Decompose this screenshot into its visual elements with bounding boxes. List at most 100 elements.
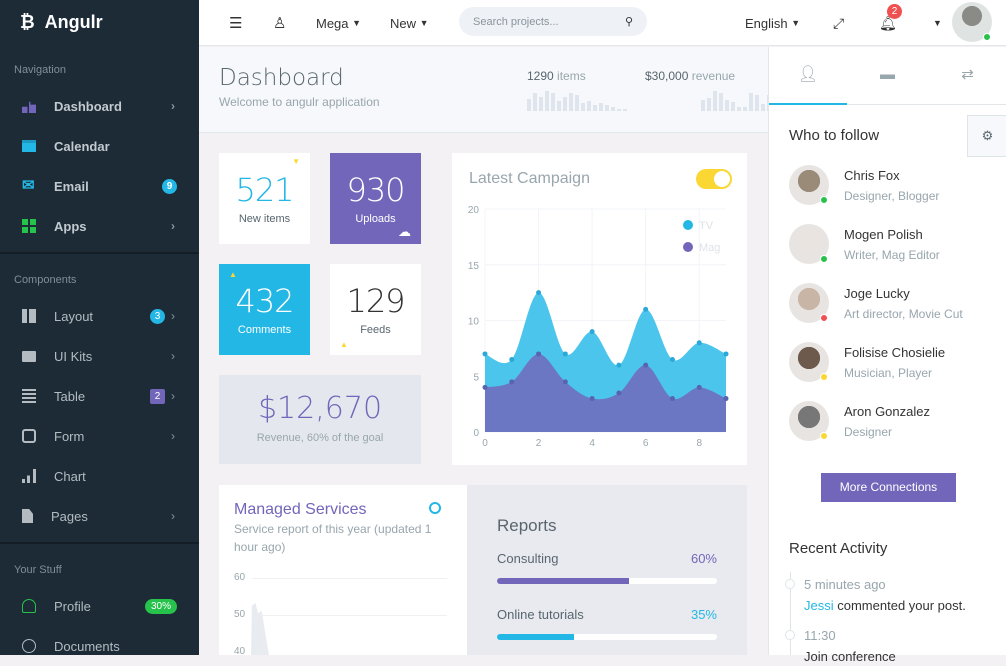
- cloud-upload-icon: ☁: [398, 224, 411, 239]
- profile-badge: 30%: [145, 598, 177, 614]
- spark-bar: [539, 97, 543, 111]
- fullscreen-icon[interactable]: ⤢: [833, 14, 845, 31]
- notification-badge: 2: [887, 4, 902, 19]
- sidebar-item-calendar[interactable]: Calendar: [0, 126, 199, 166]
- avatar[interactable]: [789, 401, 829, 441]
- person-role: Writer, Mag Editor: [844, 247, 940, 262]
- spark-bar: [761, 104, 765, 111]
- briefcase-icon: [22, 350, 36, 362]
- settings-gear-icon[interactable]: ⚙: [967, 115, 1006, 157]
- tile-feeds[interactable]: 129 Feeds ▲: [330, 264, 421, 355]
- tile-new-items[interactable]: ▼ 521 New items: [219, 153, 310, 244]
- who-to-follow-title: Who to follow: [789, 127, 880, 144]
- sidebar: ₿ Angulr Navigation Dashboard › Calendar ✉…: [0, 0, 199, 655]
- follow-item[interactable]: Folisise Chosielie Musician, Player: [789, 342, 945, 382]
- spark-bar: [599, 103, 603, 111]
- sidebar-item-apps[interactable]: Apps ›: [0, 206, 199, 246]
- data-point: [562, 351, 568, 357]
- user-avatar[interactable]: [952, 2, 992, 42]
- campaign-card: Latest Campaign 0 5 10 15 20 0 2 4 6 8 TV Mag: [452, 153, 747, 465]
- sidebar-item-profile[interactable]: Profile 30%: [0, 586, 199, 626]
- tab-chat-icon[interactable]: ▬: [880, 66, 895, 83]
- sidebar-item-layout[interactable]: Layout 3 ›: [0, 296, 199, 336]
- dashboard-icon: [22, 101, 36, 113]
- person-name[interactable]: Chris Fox: [844, 167, 900, 183]
- tab-users-icon[interactable]: 👤︎: [769, 47, 847, 105]
- person-name[interactable]: Joge Lucky: [844, 285, 910, 301]
- data-point: [669, 357, 675, 363]
- x-tick-label: 4: [589, 438, 595, 449]
- activity-user-link[interactable]: Jessi: [804, 598, 834, 613]
- bell-icon[interactable]: 🔔︎ 2: [879, 0, 902, 46]
- sidebar-item-form[interactable]: Form ›: [0, 416, 199, 456]
- page-subtitle: Welcome to angulr application: [219, 95, 380, 109]
- items-sparkline: [527, 91, 627, 111]
- follow-item[interactable]: Mogen Polish Writer, Mag Editor: [789, 224, 940, 264]
- data-point: [643, 362, 649, 368]
- spark-bar: [545, 91, 549, 111]
- progress-fill: [497, 578, 629, 584]
- circle-icon[interactable]: [429, 502, 441, 514]
- data-point: [536, 351, 542, 357]
- y-tick-label: 20: [468, 205, 480, 216]
- area-mag: [485, 353, 726, 432]
- sidebar-item-table[interactable]: Table 2 ›: [0, 376, 199, 416]
- sidebar-item-pages[interactable]: Pages ›: [0, 496, 199, 536]
- sidebar-item-dashboard[interactable]: Dashboard ›: [0, 86, 199, 126]
- sidebar-item-chart[interactable]: Chart: [0, 456, 199, 496]
- services-area: [251, 603, 269, 655]
- tab-transfer-icon[interactable]: ⇄: [961, 66, 974, 83]
- layout-badge: 3: [150, 308, 165, 324]
- avatar[interactable]: [789, 165, 829, 205]
- status-dot: [820, 196, 828, 204]
- spark-bar: [749, 93, 753, 111]
- page-header: Dashboard Welcome to angulr application …: [199, 47, 789, 133]
- spark-bar: [563, 97, 567, 111]
- sidebar-item-documents[interactable]: Documents: [0, 626, 199, 666]
- follow-item[interactable]: Joge Lucky Art director, Movie Cut: [789, 283, 963, 323]
- chevron-right-icon: ›: [171, 99, 175, 113]
- brand[interactable]: ₿ Angulr: [20, 11, 103, 32]
- caret-down-icon: ▼: [352, 18, 362, 28]
- mega-menu[interactable]: Mega ▼: [316, 15, 362, 31]
- y-tick-label: 5: [473, 372, 479, 383]
- chevron-right-icon: ›: [171, 389, 175, 403]
- campaign-toggle[interactable]: [696, 169, 732, 189]
- more-connections-button[interactable]: More Connections: [821, 473, 956, 502]
- table-badge: 2: [150, 388, 165, 404]
- sidebar-item-email[interactable]: ✉ Email 9: [0, 166, 199, 206]
- file-icon: [22, 509, 33, 523]
- data-point: [723, 351, 729, 357]
- follow-item[interactable]: Aron Gonzalez Designer: [789, 401, 930, 441]
- person-name[interactable]: Folisise Chosielie: [844, 344, 946, 360]
- panel-tabs: 👤︎ ▬ ⇄: [769, 47, 1006, 105]
- chevron-right-icon: ›: [171, 309, 175, 323]
- avatar[interactable]: [789, 283, 829, 323]
- follow-item[interactable]: Chris Fox Designer, Blogger: [789, 165, 939, 205]
- data-point: [482, 351, 488, 357]
- tile-comments[interactable]: ▲ 432 Comments: [219, 264, 310, 355]
- caret-down-icon[interactable]: ▼: [933, 18, 942, 28]
- avatar[interactable]: [789, 224, 829, 264]
- language-select[interactable]: English ▼: [745, 15, 801, 31]
- page-title: Dashboard: [219, 65, 344, 91]
- user-outline-icon[interactable]: ♙: [273, 15, 287, 32]
- spark-bar: [575, 95, 579, 111]
- person-name[interactable]: Mogen Polish: [844, 226, 923, 242]
- chevron-right-icon: ›: [171, 349, 175, 363]
- new-menu[interactable]: New ▼: [390, 15, 429, 31]
- status-dot: [820, 255, 828, 263]
- data-point: [589, 329, 595, 335]
- search-icon[interactable]: ⚲: [624, 16, 633, 28]
- status-dot: [820, 373, 828, 381]
- tile-uploads[interactable]: 930 Uploads ☁: [330, 153, 421, 244]
- search-input[interactable]: Search projects... ⚲: [459, 7, 647, 36]
- activity-item: 11:30 Join conference: [785, 628, 896, 664]
- avatar[interactable]: [789, 342, 829, 382]
- sidebar-item-ui-kits[interactable]: UI Kits ›: [0, 336, 199, 376]
- toggle-aside-icon[interactable]: ☰: [229, 15, 243, 32]
- report-online-tutorials: Online tutorials 35%: [497, 607, 717, 640]
- person-name[interactable]: Aron Gonzalez: [844, 403, 930, 419]
- managed-subtitle: Service report of this year (updated 1 h…: [234, 522, 432, 554]
- email-badge: 9: [162, 178, 177, 194]
